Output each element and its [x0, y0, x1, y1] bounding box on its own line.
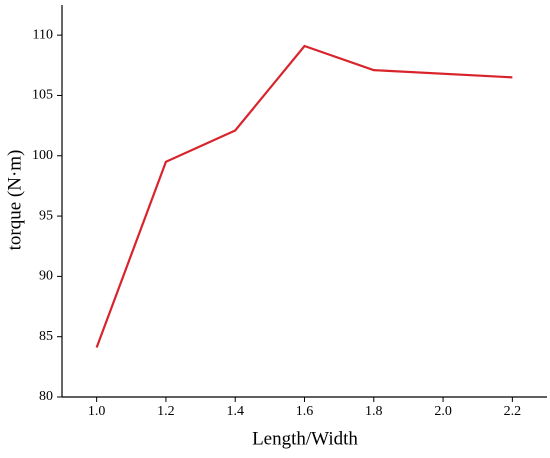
y-tick-label: 105	[32, 88, 53, 103]
x-tick-label: 1.6	[296, 404, 314, 419]
y-tick-label: 90	[39, 269, 53, 284]
x-tick-label: 1.0	[88, 404, 106, 419]
x-tick-label: 2.2	[504, 404, 522, 419]
x-tick-label: 2.0	[434, 404, 452, 419]
line	[95, 44, 513, 348]
x-tick-label: 1.8	[365, 404, 383, 419]
x-tick-label: 1.4	[226, 404, 244, 419]
y-tick-label: 95	[39, 208, 53, 223]
y-tick-label: 85	[39, 329, 53, 344]
y-tick-label: 100	[32, 148, 53, 163]
y-tick-label: 110	[33, 27, 53, 42]
x-tick-label: 1.2	[157, 404, 175, 419]
x-axis-title: Length/Width	[252, 428, 358, 449]
y-tick-label: 80	[39, 389, 53, 404]
y-axis-title: torque (N·m)	[4, 150, 25, 251]
